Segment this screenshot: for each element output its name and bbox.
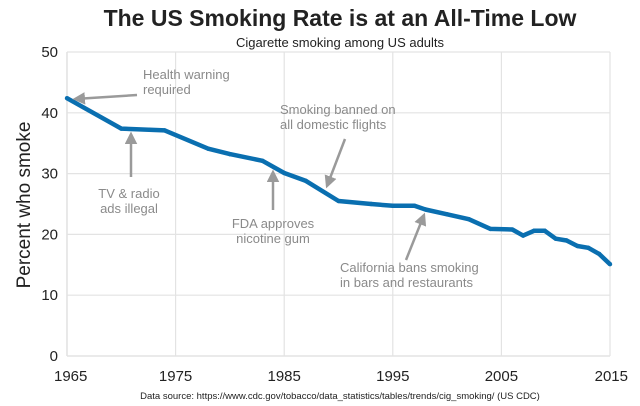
- annotation-label: TV & radio: [98, 186, 159, 201]
- data-point: [542, 228, 548, 233]
- annotation-label: ads illegal: [100, 201, 158, 216]
- annotation-label: required: [143, 82, 191, 97]
- y-tick-label: 50: [41, 44, 58, 61]
- x-tick-label: 1965: [54, 368, 87, 385]
- x-tick-label: 1995: [376, 368, 409, 385]
- data-point: [64, 96, 70, 101]
- data-point: [303, 178, 309, 184]
- annotation-label: nicotine gum: [236, 231, 310, 246]
- data-point: [575, 243, 580, 249]
- annotation-label: all domestic flights: [280, 117, 387, 132]
- series-layer: [64, 96, 613, 267]
- data-point: [444, 212, 450, 217]
- y-axis-label: Percent who smoke: [14, 122, 35, 289]
- annotation-arrow: [324, 138, 347, 189]
- chart-title: The US Smoking Rate is at an All-Time Lo…: [104, 5, 577, 31]
- data-point: [564, 238, 569, 243]
- data-point: [488, 226, 493, 232]
- data-point: [119, 126, 124, 131]
- tick-labels: 0 10 20 30 40 50 1965 1975 1985 1995 2005 2015: [41, 44, 628, 385]
- chart-subtitle: Cigarette smoking among US adults: [236, 35, 445, 50]
- y-tick-label: 20: [41, 226, 58, 243]
- y-tick-label: 40: [41, 105, 58, 122]
- data-point: [607, 261, 613, 267]
- annotation-label: in bars and restaurants: [340, 275, 473, 290]
- x-tick-label: 1985: [268, 368, 301, 385]
- data-point: [227, 151, 233, 157]
- annotation-arrow: [72, 92, 138, 105]
- x-tick-label: 2015: [595, 368, 628, 385]
- data-point: [390, 203, 395, 209]
- axes: [66, 52, 610, 357]
- y-tick-label: 30: [41, 166, 58, 183]
- annotation-label: Health warning: [143, 67, 230, 82]
- annotation-arrow: [404, 212, 427, 261]
- data-point: [553, 236, 558, 241]
- y-tick-label: 10: [41, 287, 58, 304]
- annotation-label: Smoking banned on: [280, 102, 396, 117]
- data-point: [162, 128, 167, 133]
- data-point: [412, 203, 417, 209]
- data-point: [586, 245, 591, 250]
- annotation-label: California bans smoking: [340, 260, 479, 275]
- y-tick-label: 0: [50, 348, 58, 365]
- data-point: [510, 227, 515, 232]
- data-point: [423, 207, 428, 212]
- annotation-label: FDA approves: [232, 216, 315, 231]
- data-point: [260, 158, 265, 164]
- data-point: [466, 217, 472, 222]
- data-point: [282, 170, 287, 176]
- x-tick-label: 2005: [485, 368, 518, 385]
- data-point: [368, 201, 374, 207]
- data-point: [205, 146, 211, 151]
- data-point: [336, 198, 341, 204]
- data-point: [531, 228, 537, 233]
- data-point: [596, 251, 602, 257]
- data-source-note: Data source: https://www.cdc.gov/tobacco…: [140, 391, 540, 402]
- data-point: [520, 233, 526, 238]
- x-tick-label: 1975: [159, 368, 192, 385]
